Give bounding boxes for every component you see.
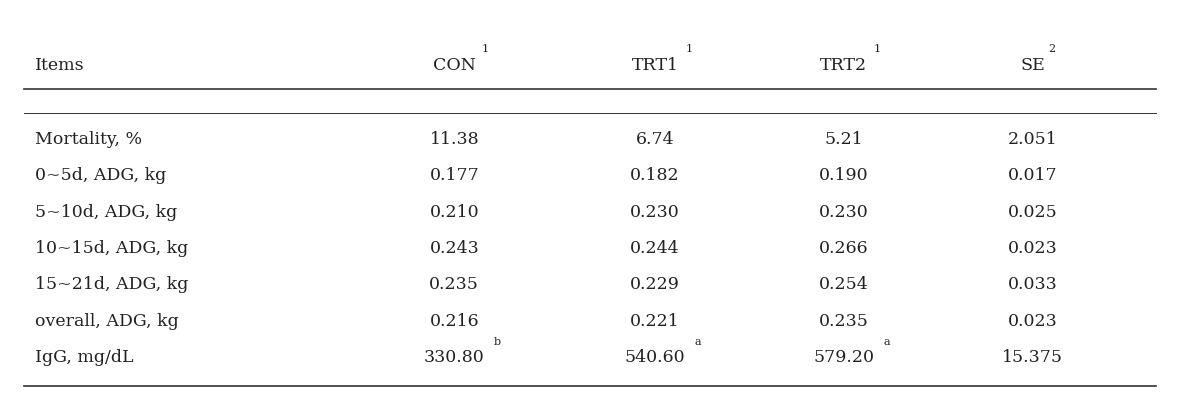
- Text: 0.033: 0.033: [1008, 276, 1057, 293]
- Text: 579.20: 579.20: [813, 349, 874, 366]
- Text: IgG, mg/dL: IgG, mg/dL: [35, 349, 133, 366]
- Text: 0.221: 0.221: [630, 313, 680, 330]
- Text: 5~10d, ADG, kg: 5~10d, ADG, kg: [35, 204, 178, 221]
- Text: 5.21: 5.21: [825, 131, 863, 148]
- Text: 15~21d, ADG, kg: 15~21d, ADG, kg: [35, 276, 189, 293]
- Text: 0.230: 0.230: [819, 204, 868, 221]
- Text: TRT2: TRT2: [820, 57, 867, 74]
- Text: 0.254: 0.254: [819, 276, 868, 293]
- Text: 0.190: 0.190: [819, 167, 868, 184]
- Text: 1: 1: [874, 44, 881, 55]
- Text: 15.375: 15.375: [1002, 349, 1063, 366]
- Text: 11.38: 11.38: [430, 131, 479, 148]
- Text: 0.230: 0.230: [630, 204, 680, 221]
- Text: 0.023: 0.023: [1008, 240, 1057, 257]
- Text: b: b: [493, 337, 500, 347]
- Text: 0.210: 0.210: [430, 204, 479, 221]
- Text: 0.023: 0.023: [1008, 313, 1057, 330]
- Text: a: a: [694, 337, 701, 347]
- Text: 0.235: 0.235: [430, 276, 479, 293]
- Text: a: a: [883, 337, 890, 347]
- Text: 0.244: 0.244: [630, 240, 680, 257]
- Text: 0.235: 0.235: [819, 313, 868, 330]
- Text: 0.243: 0.243: [430, 240, 479, 257]
- Text: 0.025: 0.025: [1008, 204, 1057, 221]
- Text: 0.182: 0.182: [630, 167, 680, 184]
- Text: 0.216: 0.216: [430, 313, 479, 330]
- Text: 10~15d, ADG, kg: 10~15d, ADG, kg: [35, 240, 189, 257]
- Text: Items: Items: [35, 57, 85, 74]
- Text: 0~5d, ADG, kg: 0~5d, ADG, kg: [35, 167, 166, 184]
- Text: CON: CON: [433, 57, 476, 74]
- Text: overall, ADG, kg: overall, ADG, kg: [35, 313, 179, 330]
- Text: 540.60: 540.60: [624, 349, 686, 366]
- Text: SE: SE: [1021, 57, 1044, 74]
- Text: 330.80: 330.80: [424, 349, 485, 366]
- Text: 0.229: 0.229: [630, 276, 680, 293]
- Text: 2.051: 2.051: [1008, 131, 1057, 148]
- Text: TRT1: TRT1: [631, 57, 678, 74]
- Text: 0.017: 0.017: [1008, 167, 1057, 184]
- Text: 2: 2: [1049, 44, 1056, 55]
- Text: 1: 1: [481, 44, 489, 55]
- Text: 0.266: 0.266: [819, 240, 868, 257]
- Text: 0.177: 0.177: [430, 167, 479, 184]
- Text: 1: 1: [686, 44, 693, 55]
- Text: 6.74: 6.74: [636, 131, 674, 148]
- Text: Mortality, %: Mortality, %: [35, 131, 143, 148]
